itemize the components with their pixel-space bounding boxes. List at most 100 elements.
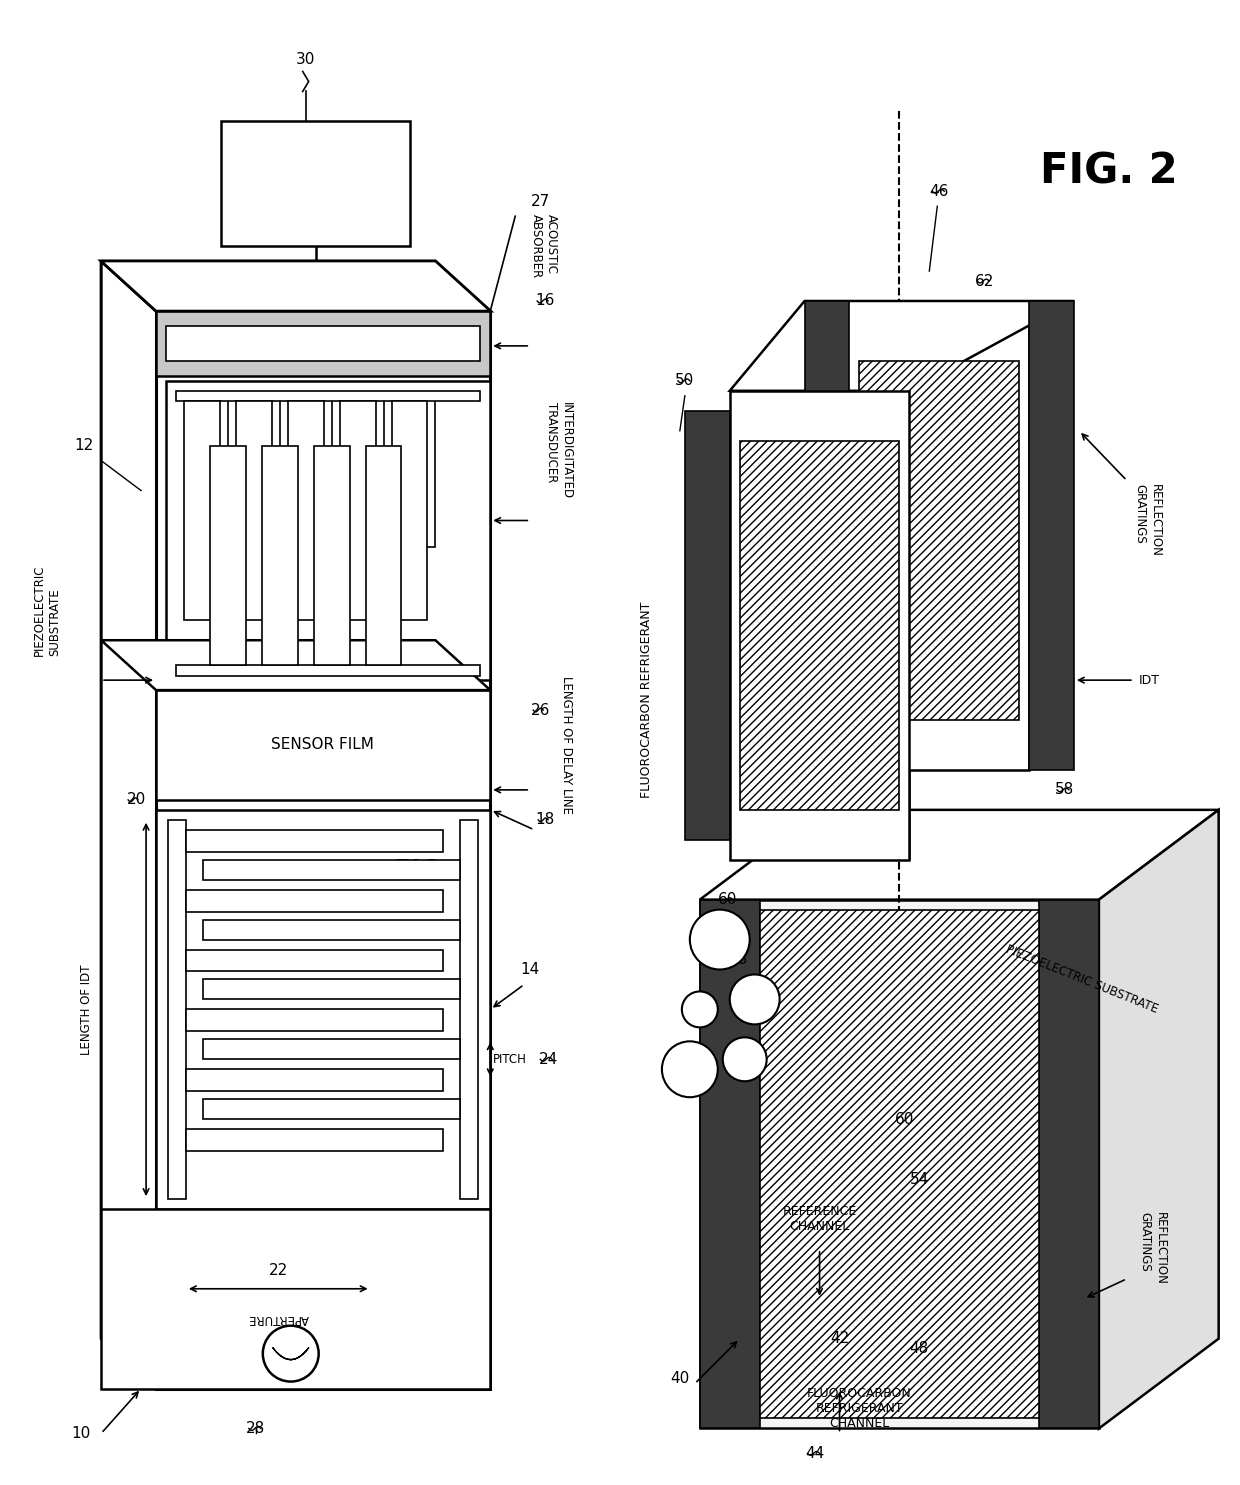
Text: 54: 54 [910, 1172, 929, 1187]
Text: PIEZOELECTRIC SUBSTRATE: PIEZOELECTRIC SUBSTRATE [1004, 943, 1161, 1016]
Text: 58: 58 [1054, 783, 1074, 797]
Text: INTERDIGITATED
TRANSDUCER: INTERDIGITATED TRANSDUCER [546, 402, 573, 499]
Polygon shape [366, 446, 402, 665]
Text: PITCH: PITCH [494, 1053, 527, 1066]
Text: 16: 16 [536, 294, 554, 309]
Polygon shape [186, 1069, 444, 1091]
Polygon shape [102, 640, 490, 691]
Text: 50: 50 [676, 373, 694, 388]
Polygon shape [760, 910, 1039, 1418]
Polygon shape [166, 325, 480, 361]
Circle shape [723, 1038, 766, 1081]
Polygon shape [849, 301, 1029, 769]
Text: 48: 48 [728, 952, 748, 967]
Text: IDT: IDT [1138, 674, 1159, 686]
Text: 10: 10 [72, 1426, 91, 1440]
Text: 40: 40 [671, 1371, 689, 1386]
Polygon shape [203, 860, 460, 879]
Polygon shape [730, 301, 1074, 391]
Text: 12: 12 [74, 438, 94, 453]
Text: PIEZOELECTRIC
SUBSTRATE: PIEZOELECTRIC SUBSTRATE [33, 564, 61, 656]
Polygon shape [156, 691, 490, 800]
Text: 60: 60 [895, 1112, 914, 1127]
Text: 24: 24 [538, 1051, 558, 1066]
Polygon shape [186, 1129, 444, 1151]
Text: 62: 62 [696, 453, 714, 468]
Polygon shape [1029, 301, 1074, 769]
Text: FIG. 1: FIG. 1 [394, 858, 476, 882]
Circle shape [682, 992, 718, 1028]
Polygon shape [102, 1209, 490, 1388]
Polygon shape [186, 949, 444, 971]
Polygon shape [859, 361, 1019, 720]
Text: 62: 62 [975, 273, 994, 288]
Text: LENGTH OF IDT: LENGTH OF IDT [79, 964, 93, 1054]
Text: FLUOROCARBON
REFRIGERANT
CHANNEL: FLUOROCARBON REFRIGERANT CHANNEL [807, 1387, 911, 1430]
Polygon shape [684, 411, 730, 841]
Text: APERTURE: APERTURE [248, 1313, 309, 1325]
Polygon shape [102, 261, 490, 310]
Text: 42: 42 [830, 1331, 849, 1347]
Text: 48: 48 [910, 1341, 929, 1356]
Polygon shape [460, 820, 479, 1198]
Polygon shape [156, 310, 490, 376]
Polygon shape [393, 396, 435, 546]
Circle shape [662, 1041, 718, 1097]
Text: 27: 27 [531, 193, 549, 209]
Polygon shape [314, 446, 350, 665]
Text: REFLECTION
GRATINGS: REFLECTION GRATINGS [1133, 484, 1162, 557]
Circle shape [730, 974, 780, 1025]
Polygon shape [203, 1099, 460, 1120]
Text: FIG. 2: FIG. 2 [1040, 150, 1178, 192]
Text: 28: 28 [247, 1421, 265, 1436]
Polygon shape [210, 446, 246, 665]
Text: 52: 52 [696, 607, 715, 622]
Polygon shape [849, 301, 909, 860]
Polygon shape [203, 919, 460, 940]
Text: 52: 52 [1054, 692, 1074, 707]
Polygon shape [805, 301, 849, 769]
Polygon shape [167, 820, 186, 1198]
Text: 56: 56 [1049, 533, 1069, 548]
Text: 18: 18 [536, 812, 554, 827]
Circle shape [689, 910, 750, 970]
Polygon shape [203, 980, 460, 999]
Polygon shape [221, 122, 410, 247]
Polygon shape [156, 310, 490, 1388]
Text: FLUOROCARBON REFRIGERANT: FLUOROCARBON REFRIGERANT [640, 601, 653, 799]
Polygon shape [699, 900, 760, 1429]
Text: 56: 56 [696, 538, 714, 552]
Polygon shape [699, 809, 1219, 900]
Polygon shape [262, 446, 298, 665]
Text: 14: 14 [521, 962, 539, 977]
Text: 26: 26 [531, 702, 549, 717]
Polygon shape [392, 401, 428, 621]
Polygon shape [740, 441, 899, 809]
Polygon shape [290, 396, 331, 546]
Polygon shape [186, 890, 444, 912]
Text: ACOUSTIC
ABSORBER: ACOUSTIC ABSORBER [531, 214, 558, 278]
Text: 66: 66 [680, 1081, 699, 1097]
Polygon shape [236, 401, 272, 621]
Polygon shape [730, 391, 909, 860]
Polygon shape [288, 401, 324, 621]
Text: 46: 46 [930, 184, 949, 199]
Polygon shape [102, 261, 490, 310]
Text: REFLECTION
GRATINGS: REFLECTION GRATINGS [1138, 1212, 1167, 1286]
Polygon shape [699, 900, 1099, 1429]
Polygon shape [340, 401, 376, 621]
Text: SAW: SAW [856, 793, 883, 806]
Text: SAW: SAW [856, 594, 883, 607]
Text: 20: 20 [126, 793, 146, 808]
Polygon shape [166, 380, 490, 680]
Text: SIGNAL
PROCESSING: SIGNAL PROCESSING [270, 168, 361, 199]
Polygon shape [184, 401, 219, 621]
Text: 30: 30 [296, 52, 315, 67]
Polygon shape [1039, 900, 1099, 1429]
Polygon shape [186, 830, 444, 852]
Circle shape [263, 1326, 319, 1381]
Text: LENGTH OF DELAY LINE: LENGTH OF DELAY LINE [560, 676, 573, 814]
Text: 60: 60 [718, 892, 738, 907]
Polygon shape [176, 665, 480, 676]
Polygon shape [176, 391, 480, 401]
